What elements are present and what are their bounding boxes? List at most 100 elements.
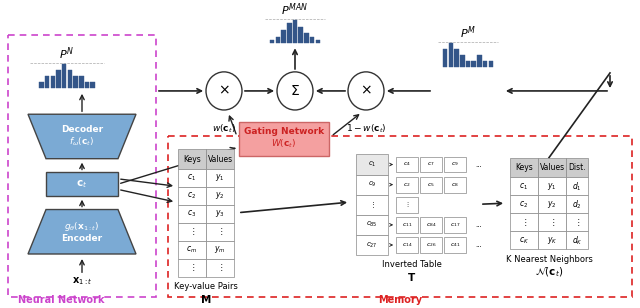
FancyBboxPatch shape (420, 156, 442, 172)
Text: $c_4$: $c_4$ (403, 160, 411, 168)
Text: $P^N$: $P^N$ (60, 46, 74, 62)
FancyBboxPatch shape (510, 158, 538, 177)
Text: $c_1$: $c_1$ (520, 181, 529, 192)
FancyBboxPatch shape (356, 235, 388, 255)
FancyBboxPatch shape (356, 195, 388, 215)
Text: $c_2$: $c_2$ (520, 199, 529, 210)
Text: $d_2$: $d_2$ (572, 198, 582, 211)
Text: $w(\mathbf{c}_t)$: $w(\mathbf{c}_t)$ (212, 123, 236, 135)
Text: ...: ... (476, 161, 483, 168)
FancyBboxPatch shape (178, 205, 206, 223)
Text: $\mathbf{M}$: $\mathbf{M}$ (200, 293, 212, 305)
Text: $c_{14}$: $c_{14}$ (402, 241, 412, 249)
Bar (483, 61, 487, 67)
Text: $d_K$: $d_K$ (572, 234, 582, 247)
Bar (270, 40, 275, 43)
FancyBboxPatch shape (178, 169, 206, 187)
FancyBboxPatch shape (396, 177, 418, 192)
FancyBboxPatch shape (178, 223, 206, 241)
FancyBboxPatch shape (444, 217, 466, 233)
Bar (460, 55, 465, 67)
Bar (79, 76, 83, 88)
Bar (51, 76, 55, 88)
Text: Keys: Keys (515, 163, 533, 172)
FancyBboxPatch shape (510, 196, 538, 213)
Bar (84, 82, 89, 88)
Bar (39, 82, 44, 88)
FancyBboxPatch shape (566, 177, 588, 196)
Text: $c_3$: $c_3$ (188, 209, 196, 219)
FancyBboxPatch shape (206, 149, 234, 169)
FancyBboxPatch shape (538, 196, 566, 213)
Text: Values: Values (207, 155, 232, 164)
Text: $c_{85}$: $c_{85}$ (366, 220, 378, 229)
Bar (310, 37, 314, 43)
Bar (449, 43, 453, 67)
Text: $y_3$: $y_3$ (215, 209, 225, 220)
FancyBboxPatch shape (510, 177, 538, 196)
Text: $c_m$: $c_m$ (186, 245, 198, 255)
Text: Neural Network: Neural Network (18, 295, 104, 305)
Text: $y_m$: $y_m$ (214, 245, 226, 255)
Text: $c_9$: $c_9$ (368, 180, 376, 189)
Bar (292, 20, 297, 43)
FancyBboxPatch shape (239, 122, 329, 156)
FancyBboxPatch shape (566, 213, 588, 231)
Bar (62, 64, 67, 88)
FancyBboxPatch shape (206, 241, 234, 259)
Text: $c_{27}$: $c_{27}$ (366, 241, 378, 249)
FancyBboxPatch shape (356, 155, 388, 175)
Text: $\Sigma$: $\Sigma$ (290, 84, 300, 98)
Polygon shape (28, 114, 136, 159)
Text: ...: ... (476, 242, 483, 248)
FancyBboxPatch shape (206, 223, 234, 241)
FancyBboxPatch shape (46, 172, 118, 196)
FancyBboxPatch shape (206, 259, 234, 277)
FancyBboxPatch shape (538, 177, 566, 196)
Bar (56, 70, 61, 88)
Text: $\vdots$: $\vdots$ (189, 226, 195, 237)
Bar (298, 27, 303, 43)
FancyBboxPatch shape (566, 231, 588, 249)
Text: $c_{84}$: $c_{84}$ (426, 221, 436, 229)
Bar (90, 82, 95, 88)
Text: ...: ... (476, 222, 483, 228)
Circle shape (206, 72, 242, 110)
Text: $c_{17}$: $c_{17}$ (450, 221, 460, 229)
FancyBboxPatch shape (356, 215, 388, 235)
Text: $\vdots$: $\vdots$ (549, 217, 555, 228)
Text: $\vdots$: $\vdots$ (369, 200, 375, 210)
Bar (466, 61, 470, 67)
Text: $\mathbf{c}_t$: $\mathbf{c}_t$ (76, 178, 88, 190)
Text: $y_1$: $y_1$ (215, 172, 225, 184)
Text: $d_1$: $d_1$ (572, 180, 582, 193)
Bar (454, 49, 459, 67)
Bar (287, 23, 292, 43)
Bar (282, 30, 286, 43)
Text: $y_1$: $y_1$ (547, 181, 557, 192)
Text: Gating Network
$W(\mathbf{c}_t)$: Gating Network $W(\mathbf{c}_t)$ (244, 127, 324, 150)
FancyBboxPatch shape (510, 213, 538, 231)
Circle shape (277, 72, 313, 110)
Text: K Nearest Neighbors: K Nearest Neighbors (506, 255, 593, 264)
Text: Decoder
$f_\omega(\mathbf{c}_t)$: Decoder $f_\omega(\mathbf{c}_t)$ (61, 125, 103, 148)
FancyBboxPatch shape (396, 197, 418, 213)
FancyBboxPatch shape (178, 259, 206, 277)
Text: $\vdots$: $\vdots$ (217, 226, 223, 237)
Text: $g_\theta(\mathbf{x}_{1:t})$
Encoder: $g_\theta(\mathbf{x}_{1:t})$ Encoder (61, 220, 102, 243)
Text: $\vdots$: $\vdots$ (521, 217, 527, 228)
Text: $\vdots$: $\vdots$ (574, 217, 580, 228)
Bar (316, 40, 320, 43)
FancyBboxPatch shape (206, 205, 234, 223)
Text: $\times$: $\times$ (360, 84, 372, 98)
Polygon shape (28, 209, 136, 254)
Bar (477, 55, 482, 67)
Bar (68, 70, 72, 88)
FancyBboxPatch shape (444, 177, 466, 192)
Text: $c_2$: $c_2$ (403, 181, 411, 188)
Text: $y_K$: $y_K$ (547, 235, 557, 246)
FancyBboxPatch shape (396, 156, 418, 172)
FancyBboxPatch shape (538, 213, 566, 231)
Text: $P^M$: $P^M$ (460, 25, 476, 41)
Text: $c_1$: $c_1$ (188, 173, 196, 183)
